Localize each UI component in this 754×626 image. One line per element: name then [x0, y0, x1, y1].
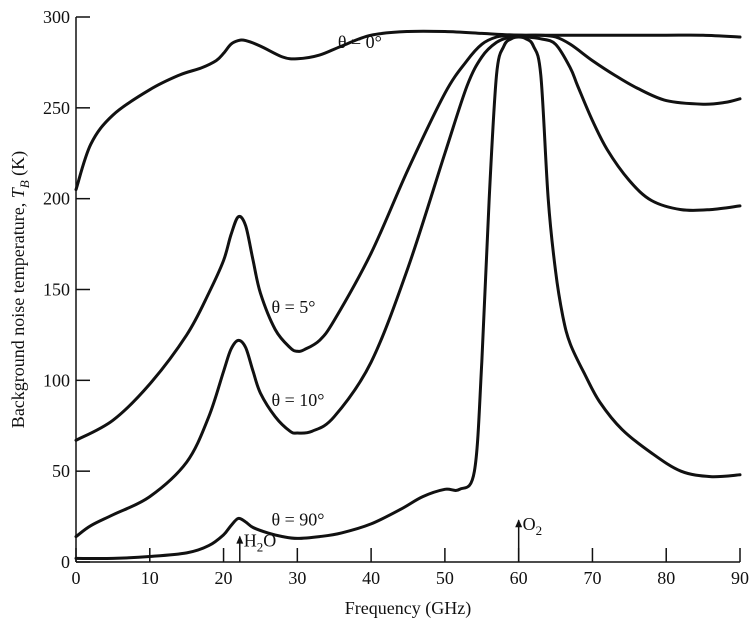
series-3-label: θ = 90°: [272, 510, 325, 530]
x-axis: 0 10 20 30 40 50 60 70 80 90: [72, 548, 749, 588]
x-tick-label-60: 60: [510, 568, 528, 588]
y-tick-label-200: 200: [43, 189, 70, 209]
series-0-line: [74, 29, 742, 192]
y-axis-title-unit: (K): [8, 151, 29, 181]
series-1-line: [74, 33, 742, 442]
y-axis-title: Background noise temperature, TB (K): [8, 151, 32, 428]
series-2-label: θ = 10°: [272, 390, 325, 410]
y-tick-label-250: 250: [43, 98, 70, 118]
series-layer: θ = 0° θ = 5° θ = 10° θ = 90°: [74, 29, 742, 561]
annotation-h2o-label-tail: O: [263, 531, 276, 551]
annotation-h2o-label-sub: 2: [257, 540, 264, 555]
y-tick-label-100: 100: [43, 370, 70, 390]
annotation-h2o-label: H2O: [244, 531, 277, 555]
annotation-o2-arrow-icon: [515, 519, 523, 528]
annotation-h2o-arrow-icon: [236, 535, 244, 544]
y-axis-title-symbol: T: [8, 186, 28, 198]
y-tick-label-300: 300: [43, 7, 70, 27]
x-tick-label-40: 40: [362, 568, 380, 588]
y-tick-label-50: 50: [52, 461, 70, 481]
x-tick-label-0: 0: [72, 568, 81, 588]
x-ticks: 0 10 20 30 40 50 60 70 80 90: [72, 548, 749, 588]
y-tick-label-0: 0: [61, 552, 70, 572]
x-tick-label-90: 90: [731, 568, 749, 588]
annotation-h2o-label-main: H: [244, 531, 257, 551]
series-2-line: [74, 35, 742, 539]
y-axis: 0 50 100 150 200 250 300: [43, 7, 90, 572]
x-tick-label-80: 80: [657, 568, 675, 588]
x-tick-label-50: 50: [436, 568, 454, 588]
annotation-o2-label-main: O: [523, 514, 536, 534]
x-tick-label-70: 70: [583, 568, 601, 588]
y-ticks: 0 50 100 150 200 250 300: [43, 7, 90, 572]
y-axis-title-prefix: Background noise temperature,: [8, 198, 28, 428]
y-axis-title-subscript: B: [17, 180, 32, 188]
x-tick-label-10: 10: [141, 568, 159, 588]
x-tick-label-30: 30: [288, 568, 306, 588]
annotation-o2-label-sub: 2: [536, 523, 543, 538]
x-tick-label-20: 20: [215, 568, 233, 588]
series-1-label: θ = 5°: [272, 297, 316, 317]
annotation-o2-label: O2: [523, 514, 543, 538]
y-tick-label-150: 150: [43, 280, 70, 300]
x-axis-title: Frequency (GHz): [345, 598, 471, 619]
series-0-label: θ = 0°: [338, 32, 382, 52]
series-3-line: [74, 35, 742, 561]
